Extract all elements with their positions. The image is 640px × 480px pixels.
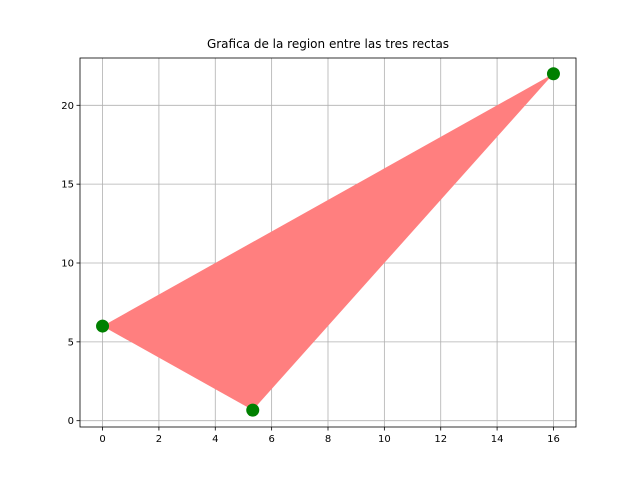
y-tick-label: 0 bbox=[68, 416, 74, 427]
vertex-point bbox=[96, 319, 110, 333]
vertex-point bbox=[546, 67, 560, 81]
x-tick-label: 6 bbox=[268, 434, 274, 445]
x-tick-label: 8 bbox=[325, 434, 331, 445]
x-tick-label: 14 bbox=[491, 434, 504, 445]
x-tick-label: 10 bbox=[378, 434, 391, 445]
x-tick-label: 16 bbox=[547, 434, 560, 445]
x-tick-label: 2 bbox=[156, 434, 162, 445]
x-tick-label: 4 bbox=[212, 434, 218, 445]
y-tick-label: 5 bbox=[68, 337, 74, 348]
points-layer bbox=[96, 67, 560, 417]
y-tick-label: 10 bbox=[61, 259, 74, 270]
vertex-point bbox=[246, 403, 260, 417]
y-tick-label: 15 bbox=[61, 180, 74, 191]
shaded-region bbox=[102, 73, 554, 411]
y-tick-label: 20 bbox=[61, 101, 74, 112]
x-axis: 0 2 4 6 8 10 12 14 16 bbox=[99, 427, 560, 445]
region-layer bbox=[102, 73, 554, 411]
y-axis: 0 5 10 15 20 bbox=[61, 101, 80, 427]
x-tick-label: 0 bbox=[99, 434, 105, 445]
x-tick-label: 12 bbox=[434, 434, 447, 445]
chart-title: Grafica de la region entre las tres rect… bbox=[207, 37, 449, 51]
